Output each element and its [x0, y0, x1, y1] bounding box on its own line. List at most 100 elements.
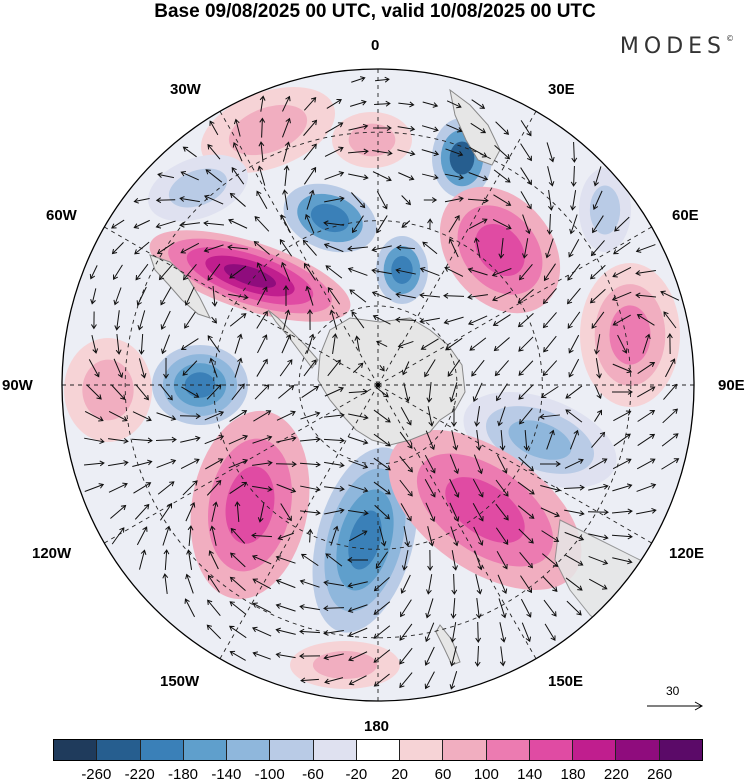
wind-vector: [229, 265, 247, 279]
wind-vector: [523, 429, 530, 451]
wind-vector: [517, 289, 534, 304]
wind-vector: [397, 125, 416, 132]
africa: [449, 88, 501, 166]
wind-vector: [427, 406, 435, 427]
wind-vector: [182, 146, 197, 158]
wind-vector: [594, 385, 602, 400]
wind-vector: [347, 581, 368, 589]
wind-vector: [375, 76, 390, 83]
wind-vector: [520, 598, 532, 618]
wind-vector: [544, 623, 556, 641]
wind-vector: [209, 357, 218, 378]
wind-vector: [588, 483, 609, 491]
wind-vector: [138, 333, 145, 355]
wind-vector: [636, 458, 656, 470]
wind-vector: [228, 218, 248, 229]
wind-vector: [182, 264, 197, 281]
wind-vector: [185, 502, 196, 522]
wind-vector: [114, 310, 121, 331]
wind-vector: [565, 409, 583, 423]
wind-vector: [494, 360, 509, 377]
anomaly-contour: [589, 185, 621, 235]
wind-vector: [424, 646, 435, 666]
wind-vector: [115, 334, 122, 355]
wind-vector: [376, 191, 388, 210]
wind-vector: [451, 550, 458, 571]
wind-vector: [445, 337, 463, 351]
wind-vector: [227, 244, 248, 251]
wind-vector: [397, 340, 414, 349]
colorbar-swatch: [443, 740, 487, 760]
wind-vector: [163, 357, 169, 379]
wind-vector: [450, 526, 459, 547]
wind-vector: [299, 628, 321, 635]
wind-vector: [186, 549, 193, 570]
wind-vector: [448, 214, 460, 233]
colorbar-swatch: [97, 740, 141, 760]
wind-vector: [347, 267, 368, 276]
wind-vector: [275, 579, 296, 589]
wind-vector: [495, 503, 509, 521]
wind-vector: [234, 333, 243, 354]
wind-vector: [91, 334, 99, 354]
reference-vector-arrow: [647, 701, 704, 711]
polar-map[interactable]: [0, 0, 750, 735]
wind-vector: [234, 357, 243, 378]
wind-vector: [445, 148, 464, 157]
wind-vector: [203, 220, 224, 227]
wind-vector: [254, 384, 270, 400]
wind-vector: [568, 334, 580, 354]
wind-vector: [299, 604, 320, 611]
wind-vector: [228, 625, 247, 639]
wind-vector: [179, 413, 201, 420]
wind-vector: [373, 409, 391, 423]
wind-vector: [446, 100, 462, 109]
wind-vector: [446, 124, 463, 133]
wind-vector: [637, 433, 656, 446]
wind-vector: [569, 429, 579, 450]
wind-vector: [539, 461, 561, 467]
wind-vector: [375, 551, 389, 570]
wind-vector: [305, 285, 314, 306]
wind-vector: [472, 382, 483, 402]
wind-vector: [399, 479, 413, 497]
wind-vector: [612, 267, 632, 278]
wind-vector: [232, 141, 243, 162]
wind-vector: [157, 481, 175, 495]
wind-vector: [379, 526, 387, 547]
wind-vector: [330, 525, 339, 546]
wind-vector: [467, 267, 488, 276]
wind-vector: [324, 386, 344, 397]
wind-vector: [373, 673, 390, 687]
wind-vector: [372, 314, 391, 325]
wind-vector: [324, 412, 345, 419]
wind-vector: [518, 384, 534, 400]
wind-vector: [543, 335, 557, 353]
wind-vector: [160, 310, 171, 330]
wind-vector: [637, 409, 656, 422]
wind-vector: [403, 382, 411, 403]
wind-vector: [277, 532, 294, 541]
wind-vector: [206, 479, 222, 496]
wind-vector: [471, 99, 486, 109]
wind-vector: [276, 410, 296, 421]
wind-vector: [427, 218, 433, 229]
wind-vector: [592, 215, 604, 234]
wind-vector: [592, 190, 603, 210]
wind-vector: [347, 604, 368, 613]
wind-vector: [376, 340, 388, 348]
wind-vector: [180, 170, 199, 181]
wind-vector: [332, 333, 338, 354]
wind-vector: [588, 555, 609, 565]
wind-vector: [401, 195, 412, 206]
wind-vector: [301, 385, 320, 398]
colorbar-swatch: [183, 740, 228, 760]
wind-vector: [520, 143, 532, 162]
wind-vector: [449, 671, 458, 690]
anomaly-contour: [348, 510, 382, 570]
wind-vector: [253, 410, 272, 422]
lon-label-120w: 120W: [32, 545, 72, 562]
wind-vector: [205, 458, 224, 470]
wind-vector: [108, 482, 128, 493]
wind-vector: [518, 264, 533, 281]
